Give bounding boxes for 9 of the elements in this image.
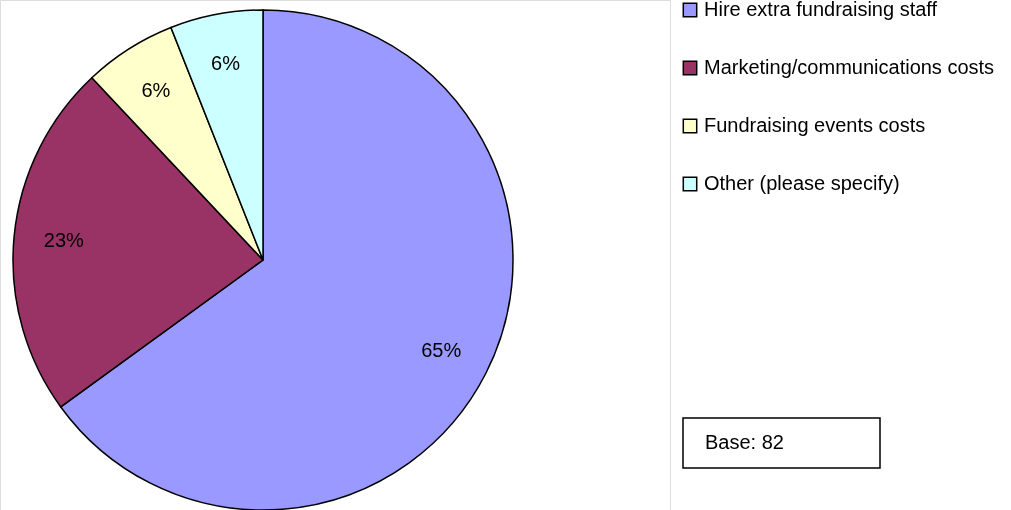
data-label: 65% bbox=[421, 338, 462, 361]
text: Base: 82 bbox=[705, 431, 784, 453]
legend-label: Other (please specify) bbox=[704, 172, 900, 194]
legend-label: Hire extra fundraising staff bbox=[704, 0, 938, 20]
legend-label: Fundraising events costs bbox=[704, 114, 926, 136]
data-label: 23% bbox=[43, 229, 85, 252]
legend-label: Marketing/communications costs bbox=[704, 56, 995, 78]
data-label: 6% bbox=[141, 79, 171, 102]
data-label: 6% bbox=[211, 51, 241, 74]
